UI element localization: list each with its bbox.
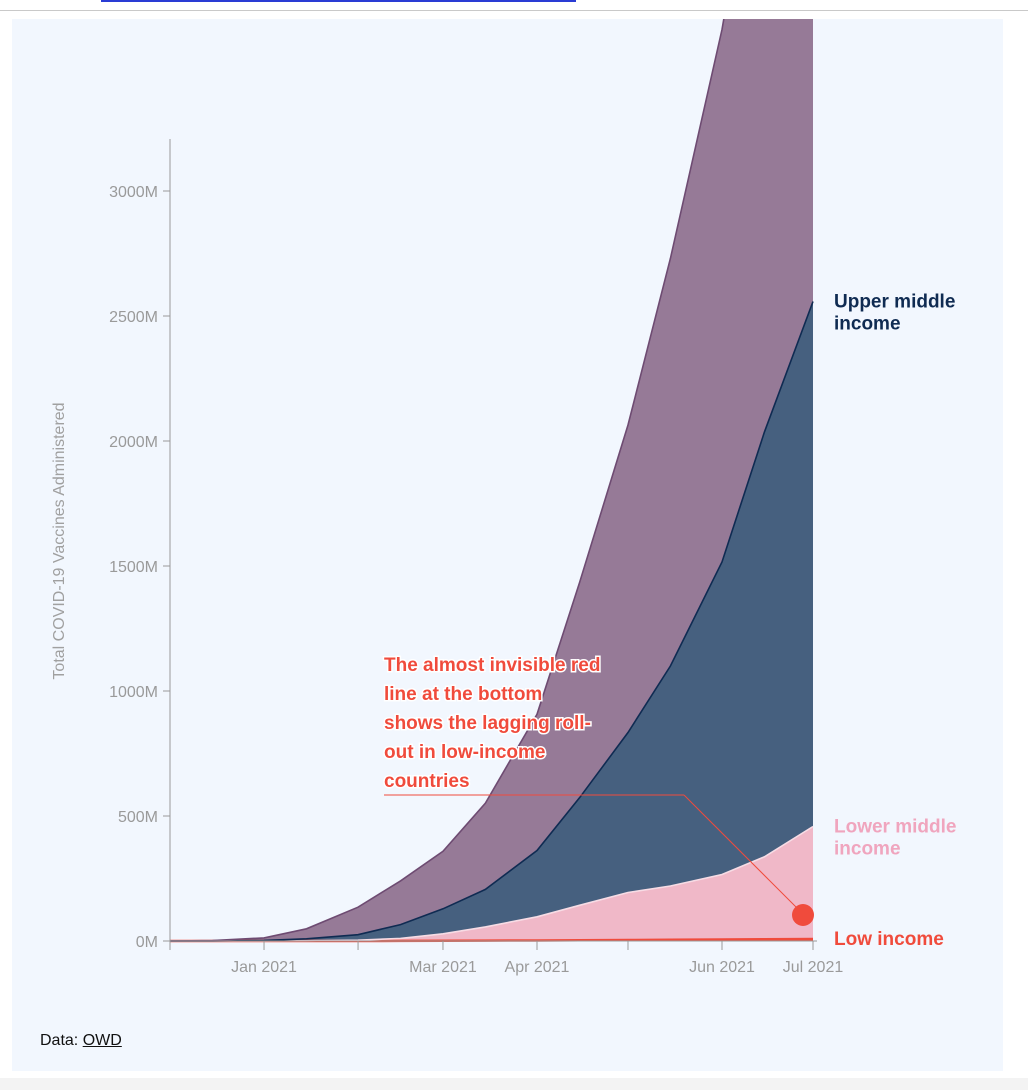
source-link[interactable]: OWD [82, 1032, 122, 1049]
x-tick-label: Mar 2021 [409, 959, 477, 976]
axes-layer: 0M 500M 1000M 1500M 2000M 2500M 3000M Jan 2021 M… [51, 139, 843, 976]
line-upper-middle-income [170, 301, 814, 942]
annotation-text: countries [384, 771, 470, 792]
annotation-text: line at the bottom [384, 684, 542, 705]
line-high-income [169, 19, 725, 942]
area-upper-middle-income [170, 301, 813, 941]
annotation-text: out in low-income [384, 742, 546, 763]
y-axis-title: Total COVID-19 Vaccines Administered [51, 402, 68, 679]
annotation-text: The almost invisible red [384, 655, 600, 676]
x-tick-label: Jun 2021 [689, 959, 755, 976]
area-layer [170, 19, 813, 941]
series-label-lower-middle-income: income [834, 839, 901, 860]
top-link-underline[interactable] [101, 0, 576, 2]
area-lower-middle-income [170, 826, 813, 941]
series-label-upper-middle-income: income [834, 314, 901, 335]
series-label-low-income: Low income [834, 929, 944, 950]
x-tick-label: Apr 2021 [505, 959, 570, 976]
y-tick-label: 2000M [109, 434, 158, 451]
x-tick-label: Jan 2021 [231, 959, 297, 976]
x-tick-label: Jul 2021 [783, 959, 844, 976]
bottom-strip [0, 1078, 1028, 1090]
y-tick-label: 0M [136, 934, 158, 951]
chart-card: 0M 500M 1000M 1500M 2000M 2500M 3000M Jan 2021 M… [12, 19, 1003, 1071]
area-high-income [170, 19, 813, 941]
top-divider [0, 10, 1028, 11]
annotation-marker [792, 904, 814, 926]
series-label-upper-middle-income: Upper middle [834, 292, 955, 313]
source-line: Data: OWD [40, 1032, 122, 1050]
y-tick-label: 1500M [109, 559, 158, 576]
y-tick-label: 500M [118, 809, 158, 826]
series-label-lower-middle-income: Lower middle [834, 817, 956, 838]
annotation-text: shows the lagging roll- [384, 713, 591, 734]
y-tick-label: 3000M [109, 184, 158, 201]
annotation-layer: The almost invisible red line at the bott… [383, 654, 814, 926]
source-prefix: Data: [40, 1032, 83, 1049]
y-tick-label: 1000M [109, 684, 158, 701]
annotation-leader [683, 794, 799, 910]
chart: 0M 500M 1000M 1500M 2000M 2500M 3000M Jan 2021 M… [51, 19, 956, 976]
y-tick-label: 2500M [109, 309, 158, 326]
